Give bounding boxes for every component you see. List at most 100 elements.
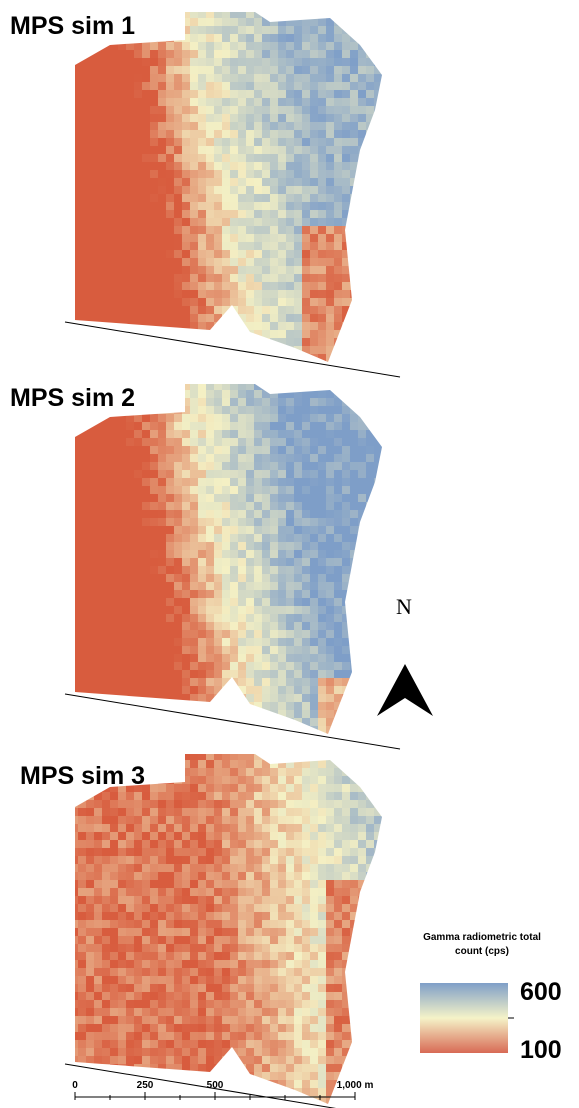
raster-cell [126,800,134,808]
raster-cell [310,638,318,646]
raster-cell [294,976,302,984]
raster-cell [254,314,262,322]
raster-cell [70,702,78,710]
raster-cell [70,290,78,298]
raster-cell [230,702,238,710]
raster-cell [158,654,166,662]
raster-cell [278,430,286,438]
raster-cell [334,992,342,1000]
raster-cell [294,518,302,526]
raster-cell [102,186,110,194]
raster-cell [206,638,214,646]
raster-cell [150,710,158,718]
raster-cell [350,904,358,912]
raster-cell [254,976,262,984]
raster-cell [294,558,302,566]
raster-cell [342,1008,350,1016]
raster-cell [254,34,262,42]
raster-cell [86,670,94,678]
raster-cell [302,178,310,186]
raster-cell [318,502,326,510]
raster-cell [238,130,246,138]
raster-cell [110,50,118,58]
raster-cell [286,510,294,518]
raster-cell [126,106,134,114]
raster-cell [174,574,182,582]
raster-cell [190,606,198,614]
raster-cell [158,968,166,976]
raster-cell [262,960,270,968]
raster-cell [262,992,270,1000]
raster-cell [238,718,246,726]
raster-cell [302,486,310,494]
raster-cell [270,90,278,98]
raster-cell [158,944,166,952]
raster-cell [86,362,94,370]
raster-cell [278,768,286,776]
raster-cell [326,194,334,202]
raster-cell [294,992,302,1000]
raster-cell [302,832,310,840]
raster-cell [206,162,214,170]
raster-cell [158,242,166,250]
raster-cell [310,382,318,390]
raster-cell [214,10,222,18]
raster-cell [246,534,254,542]
raster-cell [182,274,190,282]
raster-cell [118,726,126,734]
raster-cell [254,702,262,710]
raster-cell [214,186,222,194]
raster-cell [158,258,166,266]
raster-cell [174,776,182,784]
raster-cell [70,266,78,274]
raster-cell [254,904,262,912]
raster-cell [350,106,358,114]
raster-cell [158,702,166,710]
raster-cell [246,146,254,154]
raster-cell [278,1016,286,1024]
raster-cell [182,1008,190,1016]
raster-cell [190,630,198,638]
raster-cell [190,936,198,944]
raster-cell [238,34,246,42]
raster-cell [230,382,238,390]
raster-cell [214,800,222,808]
raster-cell [326,234,334,242]
raster-cell [86,454,94,462]
raster-cell [358,638,366,646]
raster-cell [94,654,102,662]
raster-cell [326,800,334,808]
raster-cell [278,242,286,250]
raster-cell [142,856,150,864]
raster-cell [166,776,174,784]
raster-cell [126,864,134,872]
raster-cell [374,290,382,298]
raster-cell [94,542,102,550]
raster-cell [102,598,110,606]
raster-cell [150,430,158,438]
raster-cell [206,654,214,662]
raster-cell [366,234,374,242]
raster-cell [342,306,350,314]
raster-cell [222,34,230,42]
raster-cell [206,912,214,920]
raster-cell [214,42,222,50]
raster-cell [134,90,142,98]
raster-cell [302,138,310,146]
raster-cell [230,816,238,824]
raster-cell [70,872,78,880]
raster-cell [334,840,342,848]
raster-cell [366,306,374,314]
raster-cell [334,470,342,478]
raster-cell [350,710,358,718]
raster-cell [310,226,318,234]
raster-cell [198,638,206,646]
raster-cell [342,58,350,66]
raster-cell [286,470,294,478]
raster-cell [302,710,310,718]
raster-cell [366,282,374,290]
raster-cell [206,670,214,678]
raster-cell [150,234,158,242]
raster-cell [206,574,214,582]
